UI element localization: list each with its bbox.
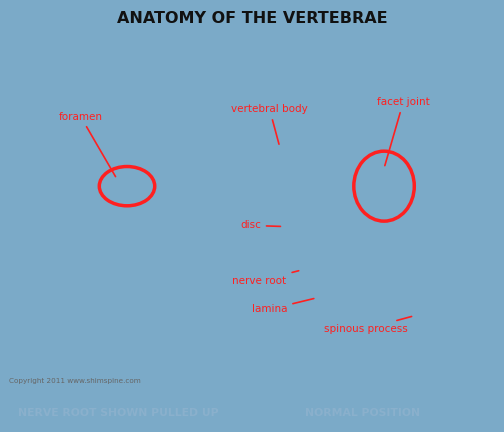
Text: vertebral body: vertebral body [231,105,308,144]
Text: nerve root: nerve root [232,271,299,286]
Text: ANATOMY OF THE VERTEBRAE: ANATOMY OF THE VERTEBRAE [117,11,387,26]
Text: foramen: foramen [58,111,115,177]
Text: spinous process: spinous process [324,317,412,334]
Text: facet joint: facet joint [377,97,429,165]
Text: NERVE ROOT SHOWN PULLED UP: NERVE ROOT SHOWN PULLED UP [18,408,219,418]
Text: lamina: lamina [252,299,314,314]
Text: NORMAL POSITION: NORMAL POSITION [305,408,420,418]
Text: Copyright 2011 www.shimspine.com: Copyright 2011 www.shimspine.com [9,378,141,384]
Text: disc: disc [240,220,280,230]
